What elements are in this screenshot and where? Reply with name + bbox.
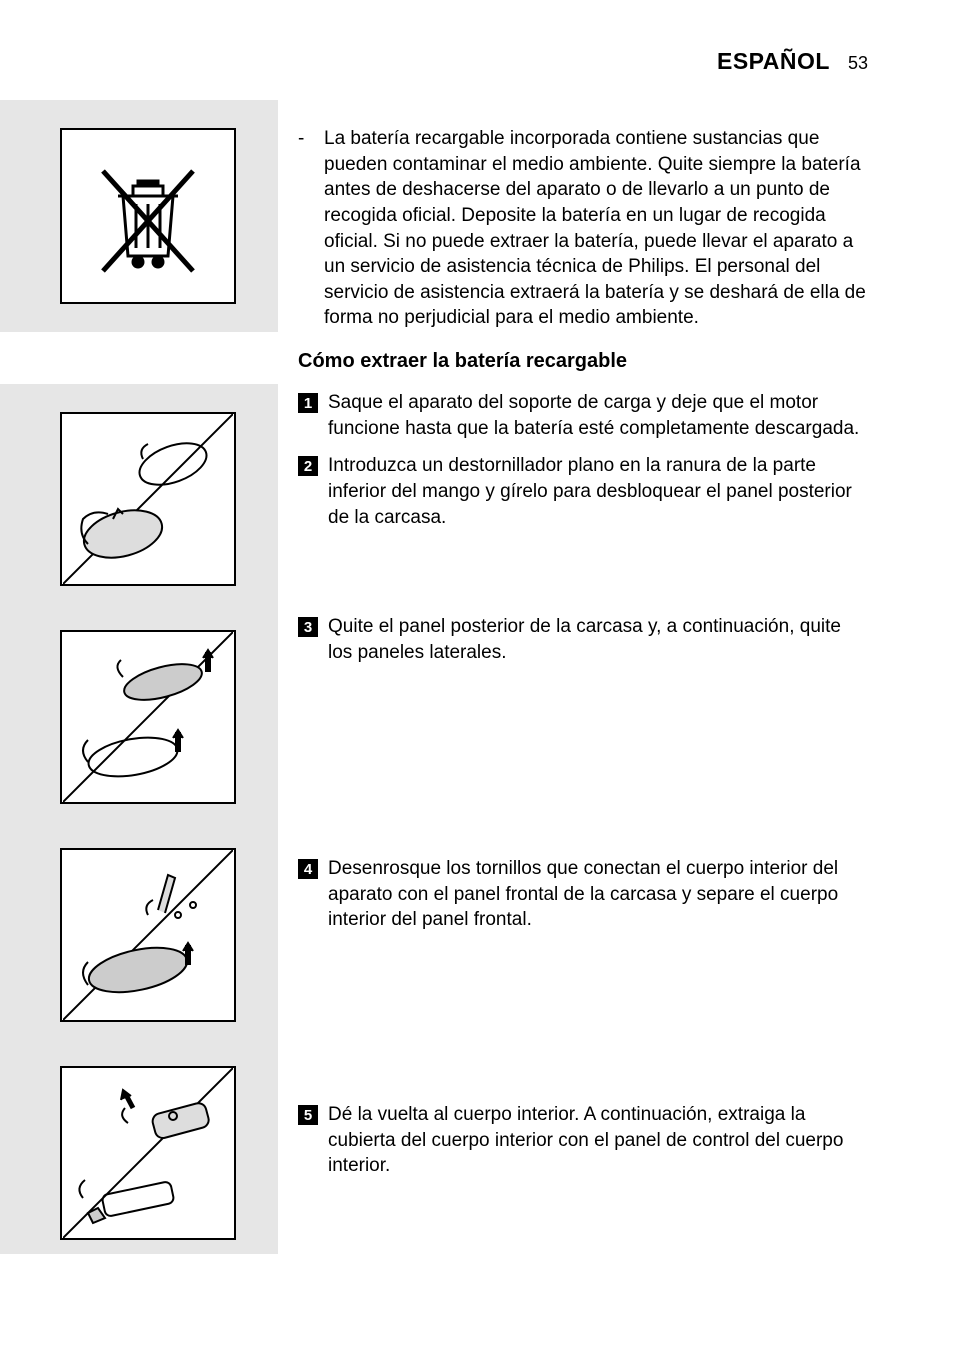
step-number-badge: 3 bbox=[298, 617, 318, 637]
step-number-badge: 2 bbox=[298, 456, 318, 476]
step-text: Quite el panel posterior de la carcasa y… bbox=[328, 614, 868, 665]
step-3-section: 3 Quite el panel posterior de la carcasa… bbox=[0, 602, 954, 820]
step-4-section: 4 Desenrosque los tornillos que conectan… bbox=[0, 820, 954, 1038]
page-number: 53 bbox=[848, 53, 868, 74]
step-number-badge: 5 bbox=[298, 1105, 318, 1125]
image-column bbox=[0, 100, 278, 332]
step2-diagram bbox=[60, 412, 236, 586]
language-title: ESPAÑOL bbox=[717, 48, 830, 75]
step5-diagram bbox=[60, 1066, 236, 1240]
text-column: - La batería recargable incorporada cont… bbox=[278, 100, 954, 339]
step-number-badge: 4 bbox=[298, 859, 318, 879]
step4-diagram bbox=[60, 848, 236, 1022]
step-text: Introduzca un destornillador plano en la… bbox=[328, 453, 868, 530]
crossed-bin-icon bbox=[60, 128, 236, 304]
step-row: 2 Introduzca un destornillador plano en … bbox=[298, 453, 868, 530]
step-number-badge: 1 bbox=[298, 393, 318, 413]
step-5-section: 5 Dé la vuelta al cuerpo interior. A con… bbox=[0, 1038, 954, 1254]
text-column: 5 Dé la vuelta al cuerpo interior. A con… bbox=[278, 1038, 954, 1254]
image-column bbox=[0, 384, 278, 602]
text-column: 3 Quite el panel posterior de la carcasa… bbox=[278, 602, 954, 820]
image-column bbox=[0, 602, 278, 820]
step-row: 3 Quite el panel posterior de la carcasa… bbox=[298, 614, 868, 665]
dash-bullet: - bbox=[298, 126, 306, 331]
image-column bbox=[0, 1038, 278, 1254]
intro-section: - La batería recargable incorporada cont… bbox=[0, 100, 954, 339]
image-column bbox=[0, 820, 278, 1038]
step-row: 4 Desenrosque los tornillos que conectan… bbox=[298, 856, 868, 933]
text-column: 4 Desenrosque los tornillos que conectan… bbox=[278, 820, 954, 1038]
page-header: ESPAÑOL 53 bbox=[717, 48, 868, 75]
step-row: 1 Saque el aparato del soporte de carga … bbox=[298, 390, 868, 441]
step-text: Desenrosque los tornillos que conectan e… bbox=[328, 856, 868, 933]
intro-bullet: - La batería recargable incorporada cont… bbox=[298, 126, 868, 331]
section-heading: Cómo extraer la batería recargable bbox=[298, 350, 868, 373]
step-row: 5 Dé la vuelta al cuerpo interior. A con… bbox=[298, 1102, 868, 1179]
text-column: 1 Saque el aparato del soporte de carga … bbox=[278, 384, 954, 602]
step3-diagram bbox=[60, 630, 236, 804]
intro-text: La batería recargable incorporada contie… bbox=[324, 126, 868, 331]
steps-1-2-section: 1 Saque el aparato del soporte de carga … bbox=[0, 384, 954, 602]
step-text: Saque el aparato del soporte de carga y … bbox=[328, 390, 868, 441]
step-text: Dé la vuelta al cuerpo interior. A conti… bbox=[328, 1102, 868, 1179]
